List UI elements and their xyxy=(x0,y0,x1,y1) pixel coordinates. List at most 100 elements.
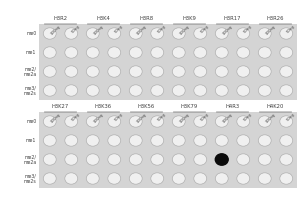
Circle shape xyxy=(194,173,207,184)
Circle shape xyxy=(108,116,121,127)
Text: 100ng: 100ng xyxy=(222,24,233,36)
Circle shape xyxy=(258,154,271,165)
Text: H3K27: H3K27 xyxy=(52,104,69,109)
Circle shape xyxy=(129,135,142,146)
Circle shape xyxy=(43,173,56,184)
Text: 50ng: 50ng xyxy=(286,24,296,34)
Text: 50ng: 50ng xyxy=(71,112,81,122)
Circle shape xyxy=(172,66,185,77)
Text: 50ng: 50ng xyxy=(200,112,210,122)
Circle shape xyxy=(280,154,293,165)
Text: 100ng: 100ng xyxy=(136,24,147,36)
Circle shape xyxy=(215,116,228,127)
Circle shape xyxy=(280,66,293,77)
Circle shape xyxy=(129,28,142,39)
Circle shape xyxy=(280,173,293,184)
Circle shape xyxy=(258,85,271,96)
Circle shape xyxy=(194,66,207,77)
Text: H3K4: H3K4 xyxy=(97,16,110,21)
Circle shape xyxy=(258,173,271,184)
Circle shape xyxy=(108,47,121,58)
Circle shape xyxy=(65,85,78,96)
Circle shape xyxy=(86,47,99,58)
Circle shape xyxy=(43,154,56,165)
Circle shape xyxy=(258,47,271,58)
Text: H4K20: H4K20 xyxy=(267,104,284,109)
Circle shape xyxy=(194,116,207,127)
Text: 100ng: 100ng xyxy=(50,112,62,124)
Circle shape xyxy=(215,173,228,184)
Text: H3K56: H3K56 xyxy=(138,104,155,109)
Circle shape xyxy=(129,66,142,77)
Circle shape xyxy=(65,47,78,58)
Circle shape xyxy=(65,116,78,127)
Text: H3K9: H3K9 xyxy=(183,16,196,21)
Circle shape xyxy=(151,154,164,165)
Text: me1: me1 xyxy=(26,50,36,55)
Circle shape xyxy=(151,66,164,77)
Circle shape xyxy=(280,116,293,127)
Circle shape xyxy=(86,135,99,146)
Circle shape xyxy=(194,135,207,146)
Text: me2/
me2a: me2/ me2a xyxy=(23,154,36,165)
Circle shape xyxy=(237,66,250,77)
Circle shape xyxy=(172,47,185,58)
Text: 100ng: 100ng xyxy=(50,24,62,36)
Circle shape xyxy=(172,173,185,184)
Circle shape xyxy=(86,28,99,39)
Circle shape xyxy=(172,135,185,146)
Circle shape xyxy=(43,47,56,58)
Circle shape xyxy=(172,85,185,96)
Circle shape xyxy=(258,135,271,146)
Circle shape xyxy=(86,85,99,96)
Circle shape xyxy=(151,47,164,58)
Text: 50ng: 50ng xyxy=(71,24,81,34)
Circle shape xyxy=(86,173,99,184)
Circle shape xyxy=(215,85,228,96)
Circle shape xyxy=(43,28,56,39)
Circle shape xyxy=(194,85,207,96)
Circle shape xyxy=(172,154,185,165)
Circle shape xyxy=(258,28,271,39)
Circle shape xyxy=(65,66,78,77)
Text: me0: me0 xyxy=(26,119,36,124)
Circle shape xyxy=(237,154,250,165)
Circle shape xyxy=(237,116,250,127)
Circle shape xyxy=(280,135,293,146)
Text: 50ng: 50ng xyxy=(200,24,210,34)
Circle shape xyxy=(258,66,271,77)
Circle shape xyxy=(151,135,164,146)
Circle shape xyxy=(65,135,78,146)
Circle shape xyxy=(129,173,142,184)
Text: 100ng: 100ng xyxy=(93,112,104,124)
Text: 100ng: 100ng xyxy=(179,112,190,124)
Text: 100ng: 100ng xyxy=(265,112,276,124)
Circle shape xyxy=(172,116,185,127)
Circle shape xyxy=(65,173,78,184)
Circle shape xyxy=(43,85,56,96)
Text: me2/
me2a: me2/ me2a xyxy=(23,66,36,77)
Text: H3R8: H3R8 xyxy=(140,16,154,21)
Circle shape xyxy=(215,154,228,165)
Text: 50ng: 50ng xyxy=(114,112,124,122)
Circle shape xyxy=(237,47,250,58)
Circle shape xyxy=(86,116,99,127)
Circle shape xyxy=(108,66,121,77)
Text: 50ng: 50ng xyxy=(157,24,167,34)
Circle shape xyxy=(215,28,228,39)
Text: 50ng: 50ng xyxy=(243,112,253,122)
Circle shape xyxy=(43,116,56,127)
Circle shape xyxy=(151,28,164,39)
Circle shape xyxy=(280,85,293,96)
Circle shape xyxy=(194,47,207,58)
Text: H3R17: H3R17 xyxy=(224,16,241,21)
Text: H3K36: H3K36 xyxy=(95,104,112,109)
Circle shape xyxy=(65,154,78,165)
Text: 50ng: 50ng xyxy=(157,112,167,122)
Circle shape xyxy=(151,85,164,96)
Text: me0: me0 xyxy=(26,31,36,36)
Text: 50ng: 50ng xyxy=(286,112,296,122)
Circle shape xyxy=(108,135,121,146)
Text: 50ng: 50ng xyxy=(243,24,253,34)
Text: me3/
me2s: me3/ me2s xyxy=(24,85,36,96)
